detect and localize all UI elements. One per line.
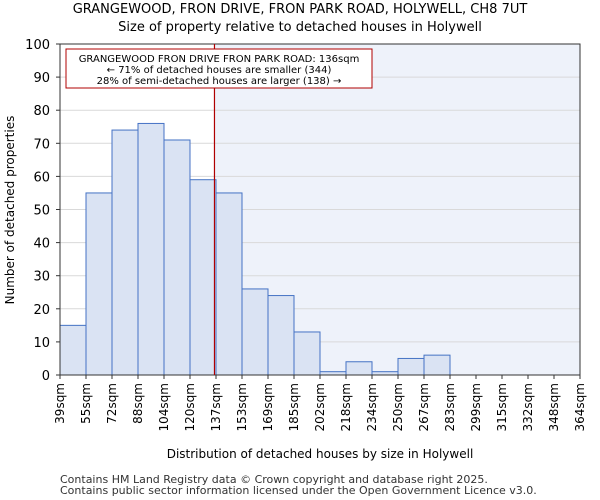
x-tick-label: 185sqm [287,383,301,431]
y-tick-label: 30 [33,270,50,285]
x-tick-label: 315sqm [495,383,509,431]
chart-title: GRANGEWOOD, FRON DRIVE, FRON PARK ROAD, … [72,2,528,17]
y-tick-label: 100 [25,38,50,53]
x-tick-label: 234sqm [365,383,379,431]
x-tick-label: 137sqm [209,383,223,431]
histogram-bar [267,295,295,376]
y-tick-label: 50 [33,204,50,219]
histogram-bar [189,179,217,376]
annotation-line-2: ← 71% of detached houses are smaller (34… [107,65,332,76]
x-axis-label: Distribution of detached houses by size … [167,447,474,461]
chart-subtitle: Size of property relative to detached ho… [118,20,482,35]
x-tick-label: 88sqm [131,383,145,424]
x-tick-label: 267sqm [417,383,431,431]
footer-line-1: Contains HM Land Registry data © Crown c… [60,473,488,486]
x-tick-label: 218sqm [339,383,353,431]
histogram-bar [85,192,113,376]
histogram-bar [241,288,269,376]
histogram-bar [111,129,139,376]
histogram-bar [345,361,373,376]
histogram-bar [59,324,87,376]
x-tick-label: 55sqm [79,383,93,424]
x-tick-label: 364sqm [573,383,587,431]
histogram-bar [397,357,425,376]
y-tick-label: 0 [42,369,50,384]
x-tick-label: 169sqm [261,383,275,431]
y-tick-label: 40 [33,237,50,252]
x-tick-label: 202sqm [313,383,327,431]
y-tick-label: 60 [33,170,50,185]
y-tick-label: 10 [33,336,50,351]
x-tick-label: 299sqm [469,383,483,431]
x-tick-label: 332sqm [521,383,535,431]
annotation-line-3: 28% of semi-detached houses are larger (… [97,76,342,87]
x-tick-label: 39sqm [53,383,67,424]
footer-line-2: Contains public sector information licen… [60,484,537,497]
y-tick-label: 20 [33,303,50,318]
x-tick-label: 283sqm [443,383,457,431]
y-axis-label: Number of detached properties [3,116,17,305]
x-tick-label: 348sqm [547,383,561,431]
annotation-box [65,48,373,89]
x-tick-label: 250sqm [391,383,405,431]
histogram-chart: 0 10 20 30 40 50 60 70 80 90 100 39sqm 55sqm 72sqm 88… [3,38,587,461]
histogram-bar [163,139,191,376]
y-tick-label: 80 [33,104,50,119]
x-tick-label: 72sqm [105,383,119,424]
histogram-bar [215,192,243,376]
histogram-bar [423,354,451,376]
x-tick-label: 104sqm [157,383,171,431]
annotation-line-1: GRANGEWOOD FRON DRIVE FRON PARK ROAD: 13… [79,54,360,65]
histogram-bar [293,331,321,376]
y-tick-label: 90 [33,71,50,86]
x-tick-label: 120sqm [183,383,197,431]
histogram-bar [137,122,165,376]
x-tick-label: 153sqm [235,383,249,431]
y-tick-label: 70 [33,137,50,152]
